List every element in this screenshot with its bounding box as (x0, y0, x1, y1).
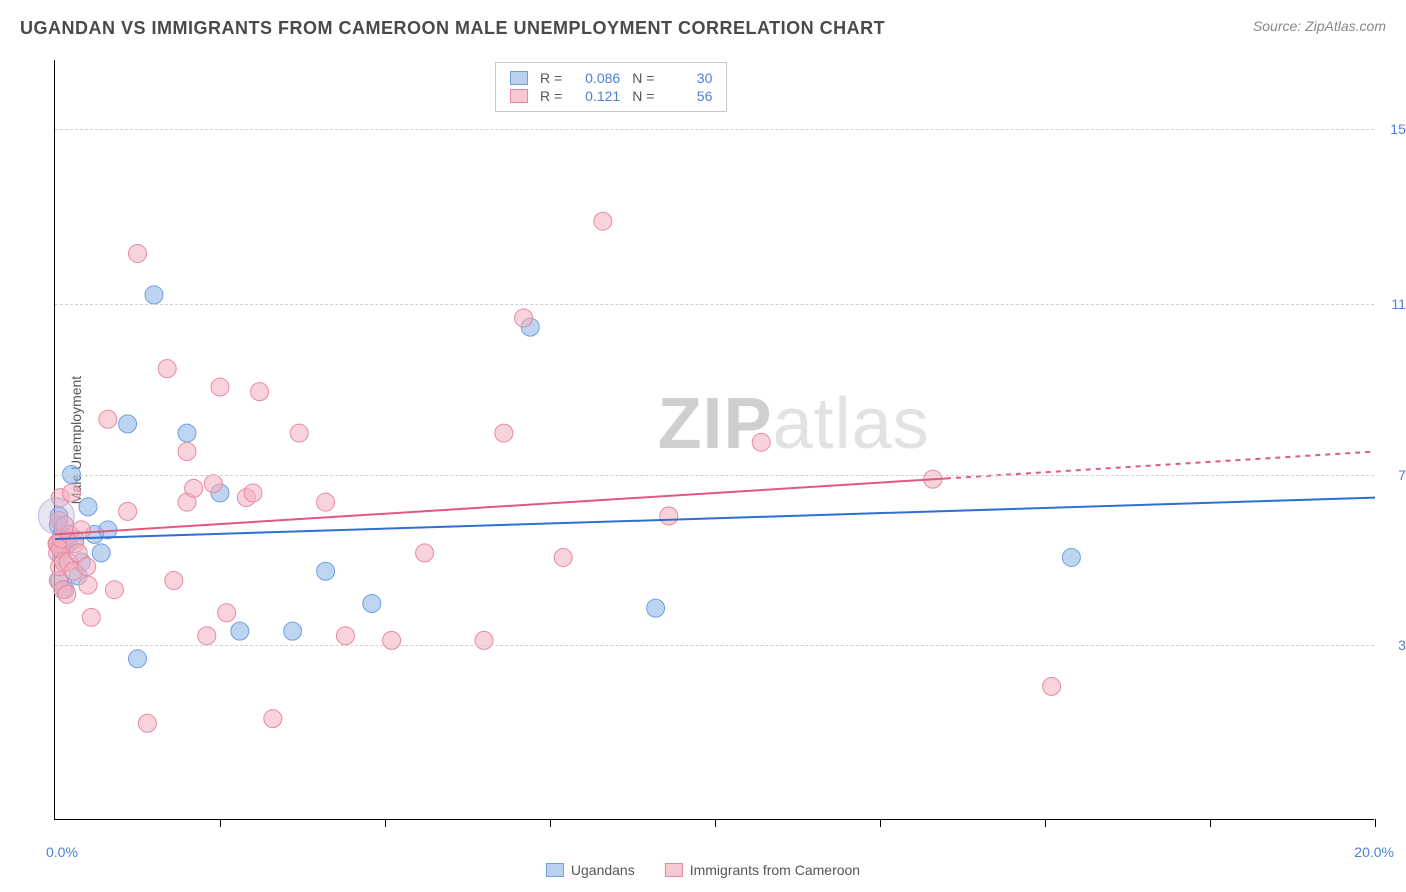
y-tick-label: 11.2% (1391, 296, 1406, 312)
data-point (416, 544, 434, 562)
stats-n-label-0: N = (632, 70, 654, 86)
data-point (660, 507, 678, 525)
data-point (284, 622, 302, 640)
x-tick (1375, 819, 1376, 827)
data-point (63, 484, 81, 502)
legend-item-cameroon: Immigrants from Cameroon (665, 862, 860, 878)
x-tick (220, 819, 221, 827)
data-point (129, 244, 147, 262)
data-point (231, 622, 249, 640)
page-title: UGANDAN VS IMMIGRANTS FROM CAMEROON MALE… (20, 18, 885, 39)
data-point (58, 585, 76, 603)
stats-row-1: R = 0.121 N = 56 (510, 87, 712, 105)
stats-swatch-1 (510, 89, 528, 103)
data-point (647, 599, 665, 617)
legend-item-ugandans: Ugandans (546, 862, 635, 878)
y-tick-label: 7.5% (1398, 467, 1406, 483)
data-point (158, 360, 176, 378)
data-point (475, 631, 493, 649)
legend-swatch-0 (546, 863, 564, 877)
data-point (264, 710, 282, 728)
stats-n-label-1: N = (632, 88, 654, 104)
data-point (198, 627, 216, 645)
data-point (185, 479, 203, 497)
data-point (594, 212, 612, 230)
gridline (55, 645, 1374, 646)
stats-r-label-1: R = (540, 88, 562, 104)
stats-n-value-0: 30 (666, 70, 712, 86)
x-tick (550, 819, 551, 827)
stats-r-value-0: 0.086 (574, 70, 620, 86)
data-point (129, 650, 147, 668)
data-point (105, 581, 123, 599)
gridline (55, 129, 1374, 130)
data-point (752, 433, 770, 451)
x-tick (1210, 819, 1211, 827)
data-point (204, 475, 222, 493)
data-point (78, 558, 96, 576)
data-point (251, 383, 269, 401)
stats-n-value-1: 56 (666, 88, 712, 104)
data-point (218, 604, 236, 622)
data-point (211, 378, 229, 396)
data-point (1043, 677, 1061, 695)
data-point (363, 595, 381, 613)
stats-r-label-0: R = (540, 70, 562, 86)
data-point (72, 521, 90, 539)
data-point (178, 424, 196, 442)
x-tick (880, 819, 881, 827)
data-point (554, 548, 572, 566)
y-tick-label: 15.0% (1390, 121, 1406, 137)
data-point (383, 631, 401, 649)
data-point (317, 493, 335, 511)
plot-area: ZIPatlas R = 0.086 N = 30 R = 0.121 N = … (54, 60, 1374, 820)
data-point (495, 424, 513, 442)
data-point (99, 410, 117, 428)
x-tick (715, 819, 716, 827)
data-point (79, 576, 97, 594)
x-tick (1045, 819, 1046, 827)
data-point (165, 571, 183, 589)
gridline (55, 304, 1374, 305)
stats-r-value-1: 0.121 (574, 88, 620, 104)
x-tick (385, 819, 386, 827)
data-point (317, 562, 335, 580)
correlation-chart: Male Unemployment ZIPatlas R = 0.086 N =… (48, 60, 1388, 820)
data-point (119, 415, 137, 433)
legend-swatch-1 (665, 863, 683, 877)
y-tick-label: 3.8% (1398, 637, 1406, 653)
data-point (290, 424, 308, 442)
data-point (1062, 548, 1080, 566)
data-point (178, 443, 196, 461)
source-attribution: Source: ZipAtlas.com (1253, 18, 1386, 34)
data-point (145, 286, 163, 304)
plot-svg (55, 60, 1374, 819)
data-point (92, 544, 110, 562)
data-point-cluster (38, 498, 74, 534)
gridline (55, 475, 1374, 476)
stats-row-0: R = 0.086 N = 30 (510, 69, 712, 87)
legend-label-1: Immigrants from Cameroon (690, 862, 860, 878)
bottom-legend: Ugandans Immigrants from Cameroon (546, 862, 860, 878)
x-axis-labels: 0.0% 20.0% (54, 830, 1374, 860)
data-point (79, 498, 97, 516)
data-point (82, 608, 100, 626)
stats-legend: R = 0.086 N = 30 R = 0.121 N = 56 (495, 62, 727, 112)
stats-swatch-0 (510, 71, 528, 85)
data-point (515, 309, 533, 327)
data-point (138, 714, 156, 732)
legend-label-0: Ugandans (571, 862, 635, 878)
data-point (119, 502, 137, 520)
x-min-label: 0.0% (46, 844, 78, 860)
data-point (336, 627, 354, 645)
data-point (244, 484, 262, 502)
x-max-label: 20.0% (1354, 844, 1394, 860)
